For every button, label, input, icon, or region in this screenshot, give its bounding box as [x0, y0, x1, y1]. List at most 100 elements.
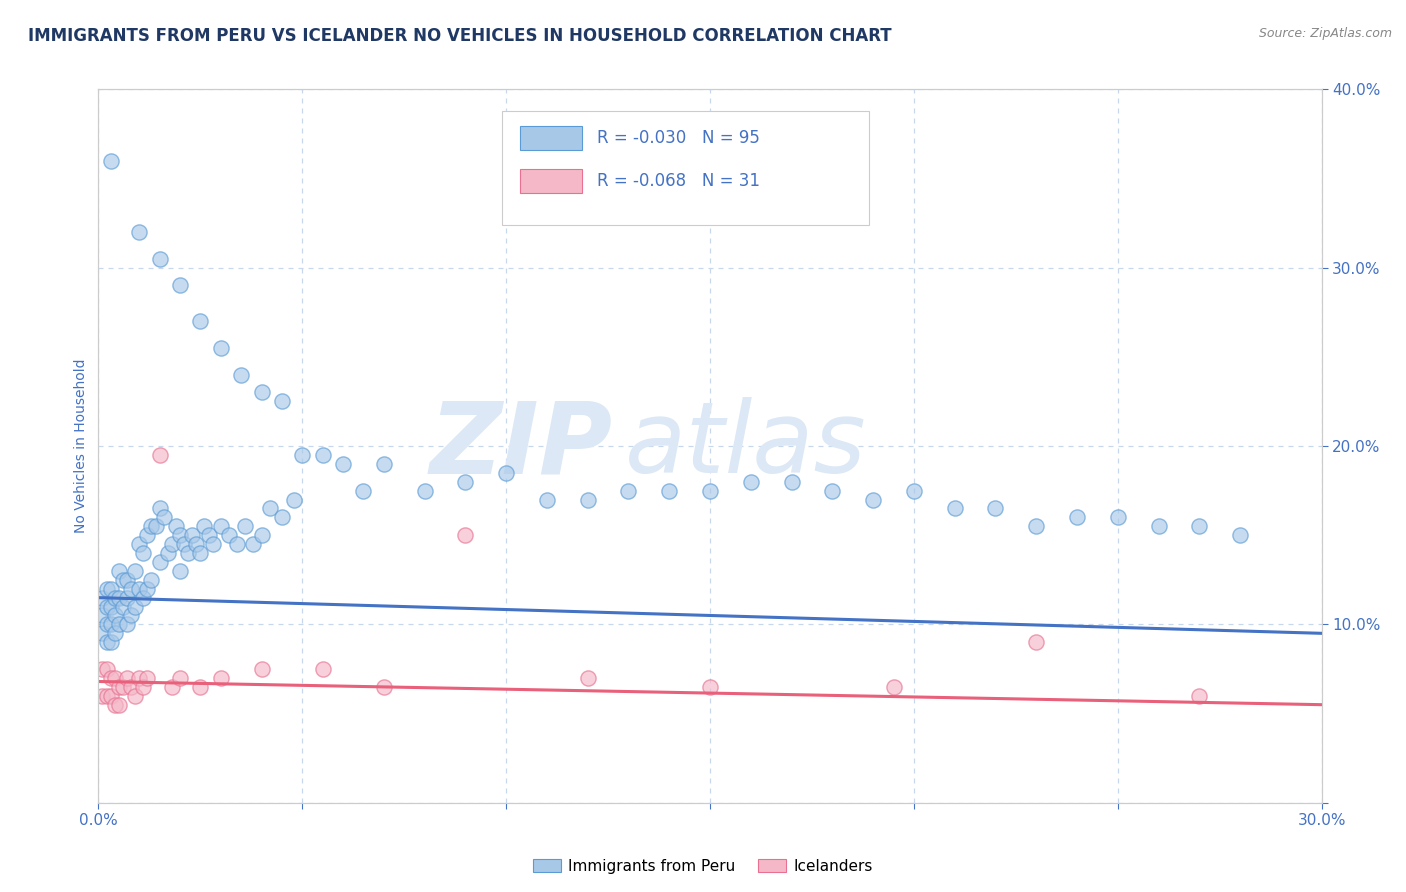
Point [1188, 689, 1211, 703]
Point [132, 591, 155, 605]
Point [576, 492, 599, 507]
Point [96, 617, 118, 632]
Point [193, 519, 215, 533]
Point [270, 394, 294, 409]
Point [132, 680, 155, 694]
Point [136, 582, 159, 596]
Point [149, 501, 172, 516]
Point [270, 510, 294, 524]
Point [132, 546, 155, 560]
Point [250, 662, 273, 676]
Point [120, 582, 142, 596]
Point [536, 492, 558, 507]
Point [149, 555, 172, 569]
Point [91, 689, 114, 703]
Point [91, 591, 114, 605]
Point [862, 492, 884, 507]
Point [108, 698, 131, 712]
Point [96, 599, 118, 614]
Point [141, 573, 163, 587]
Point [115, 591, 138, 605]
Point [312, 448, 335, 462]
Point [186, 537, 208, 551]
Text: Source: ZipAtlas.com: Source: ZipAtlas.com [1258, 27, 1392, 40]
Point [740, 475, 762, 489]
Point [111, 680, 134, 694]
Point [209, 341, 232, 355]
Point [96, 689, 118, 703]
Point [91, 626, 114, 640]
Point [173, 537, 195, 551]
Point [100, 617, 122, 632]
Point [100, 635, 122, 649]
Point [218, 528, 240, 542]
Point [250, 528, 273, 542]
Point [104, 608, 127, 623]
Point [100, 599, 122, 614]
Point [617, 483, 640, 498]
Legend: Immigrants from Peru, Icelanders: Immigrants from Peru, Icelanders [527, 853, 879, 880]
Point [128, 582, 150, 596]
Point [104, 698, 127, 712]
Point [188, 546, 212, 560]
Point [259, 501, 281, 516]
Point [188, 314, 212, 328]
Point [120, 608, 142, 623]
Point [160, 537, 183, 551]
Point [104, 591, 127, 605]
FancyBboxPatch shape [520, 169, 582, 193]
Point [283, 492, 305, 507]
Point [1229, 528, 1251, 542]
Point [943, 501, 966, 516]
Point [136, 671, 159, 685]
Point [209, 671, 232, 685]
Point [91, 608, 114, 623]
Point [226, 537, 249, 551]
Point [177, 546, 200, 560]
Point [231, 368, 253, 382]
Point [100, 689, 122, 703]
Point [160, 680, 183, 694]
Point [1025, 519, 1047, 533]
Point [100, 671, 122, 685]
Point [883, 680, 905, 694]
Point [128, 225, 150, 239]
Point [149, 448, 172, 462]
FancyBboxPatch shape [502, 111, 869, 225]
Text: atlas: atlas [624, 398, 866, 494]
Point [111, 573, 134, 587]
Point [699, 483, 721, 498]
Point [373, 457, 395, 471]
Point [332, 457, 354, 471]
Point [96, 582, 118, 596]
Point [984, 501, 1007, 516]
Point [124, 689, 146, 703]
Point [100, 153, 122, 168]
Point [201, 537, 224, 551]
Point [454, 528, 477, 542]
Point [108, 680, 131, 694]
Point [181, 528, 204, 542]
Point [576, 671, 599, 685]
Point [658, 483, 681, 498]
Point [128, 537, 150, 551]
Text: ZIP: ZIP [429, 398, 612, 494]
Point [136, 528, 159, 542]
Point [169, 278, 191, 293]
Point [108, 591, 131, 605]
Point [115, 671, 138, 685]
FancyBboxPatch shape [520, 127, 582, 150]
Point [413, 483, 436, 498]
Point [821, 483, 844, 498]
Point [1147, 519, 1170, 533]
Point [111, 599, 134, 614]
Point [188, 680, 212, 694]
Point [91, 662, 114, 676]
Point [1107, 510, 1129, 524]
Point [115, 617, 138, 632]
Point [104, 626, 127, 640]
Point [780, 475, 803, 489]
Point [699, 680, 721, 694]
Point [209, 519, 232, 533]
Point [108, 564, 131, 578]
